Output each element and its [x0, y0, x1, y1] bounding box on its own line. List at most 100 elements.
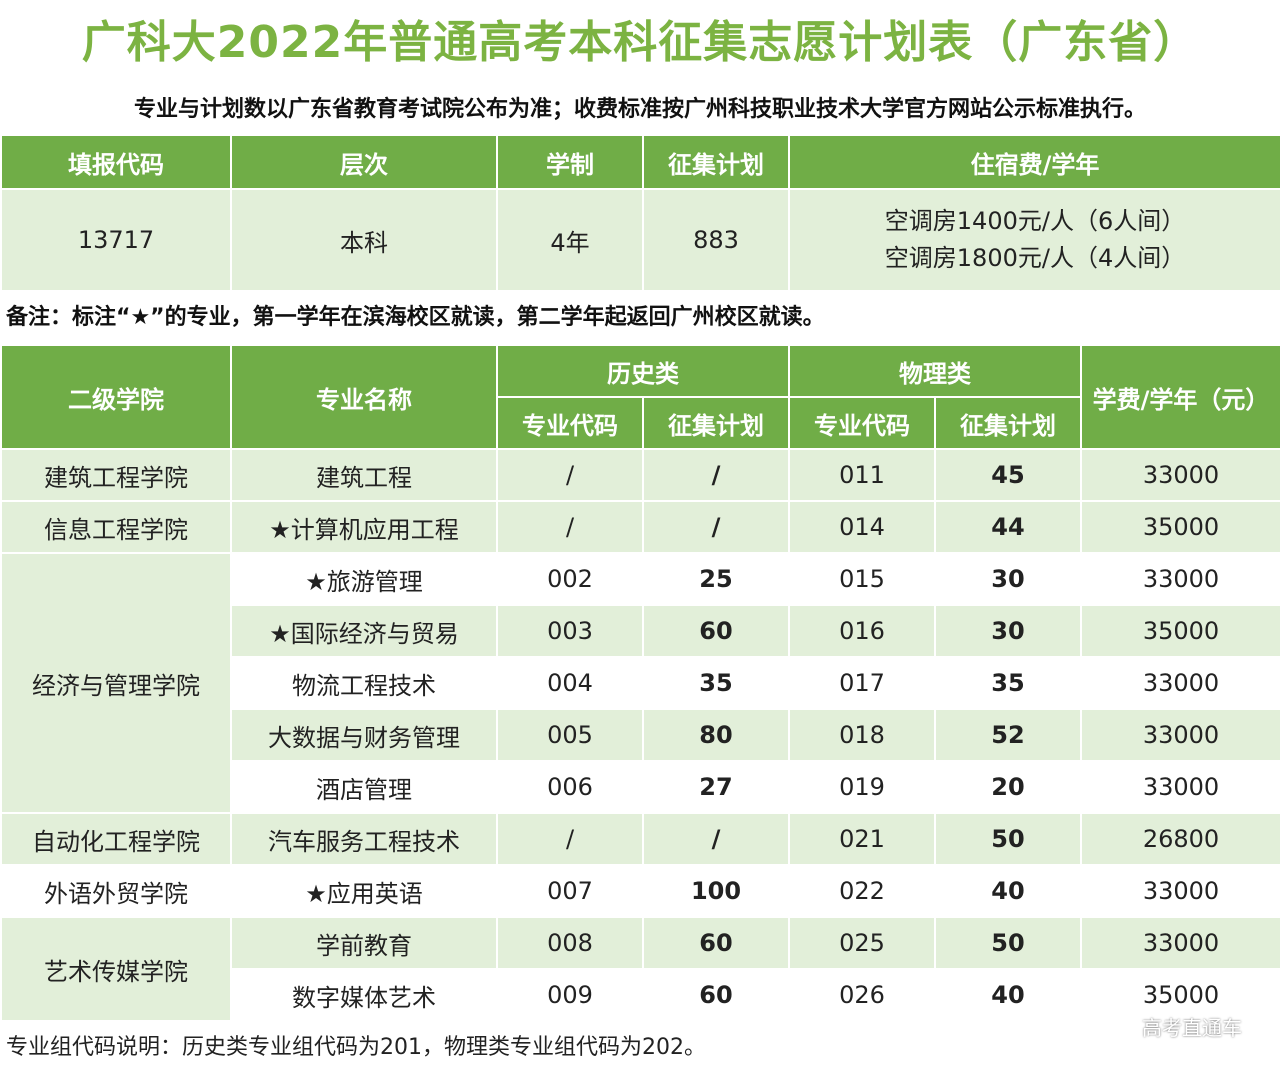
physics-plan-cell: 35 — [934, 656, 1082, 710]
physics-code-cell: 016 — [788, 604, 936, 658]
physics-plan-cell: 50 — [934, 812, 1082, 866]
header-history-plan: 征集计划 — [642, 396, 790, 450]
major-cell: 物流工程技术 — [230, 656, 498, 710]
physics-code-cell: 021 — [788, 812, 936, 866]
college-cell: 建筑工程学院 — [0, 448, 232, 502]
physics-code-cell: 017 — [788, 656, 936, 710]
major-cell: 汽车服务工程技术 — [230, 812, 498, 866]
physics-plan-cell: 20 — [934, 760, 1082, 814]
physics-plan-cell: 40 — [934, 864, 1082, 918]
physics-plan-cell: 30 — [934, 604, 1082, 658]
note-text: 备注：标注“★”的专业，第一学年在滨海校区就读，第二学年起返回广州校区就读。 — [6, 305, 825, 330]
summary-header-code: 填报代码 — [0, 134, 232, 190]
summary-code: 13717 — [0, 188, 232, 292]
major-cell: 酒店管理 — [230, 760, 498, 814]
physics-code-cell: 026 — [788, 968, 936, 1022]
physics-plan-cell: 52 — [934, 708, 1082, 762]
header-physics-plan: 征集计划 — [934, 396, 1082, 450]
college-cell: 经济与管理学院 — [0, 552, 232, 814]
summary-header-duration: 学制 — [496, 134, 644, 190]
history-code-cell: 007 — [496, 864, 644, 918]
history-plan-cell: / — [642, 812, 790, 866]
history-plan-cell: / — [642, 500, 790, 554]
history-code-cell: 006 — [496, 760, 644, 814]
history-plan-cell: / — [642, 448, 790, 502]
physics-code-cell: 025 — [788, 916, 936, 970]
tuition-cell: 26800 — [1080, 812, 1280, 866]
header-history: 历史类 — [496, 344, 790, 398]
physics-plan-cell: 40 — [934, 968, 1082, 1022]
major-cell: ★计算机应用工程 — [230, 500, 498, 554]
major-cell: 建筑工程 — [230, 448, 498, 502]
table-row: 外语外贸学院 ★应用英语 007 100 022 40 33000 — [0, 864, 1280, 918]
page-subtitle: 专业与计划数以广东省教育考试院公布为准；收费标准按广州科技职业技术大学官方网站公… — [133, 97, 1146, 122]
table-row: 自动化工程学院 汽车服务工程技术 / / 021 50 26800 — [0, 812, 1280, 866]
history-code-cell: 008 — [496, 916, 644, 970]
tuition-cell: 33000 — [1080, 656, 1280, 710]
summary-plan: 883 — [642, 188, 790, 292]
header-tuition: 学费/学年（元） — [1080, 344, 1280, 450]
major-cell: 学前教育 — [230, 916, 498, 970]
history-code-cell: 009 — [496, 968, 644, 1022]
tuition-cell: 33000 — [1080, 864, 1280, 918]
physics-plan-cell: 30 — [934, 552, 1082, 606]
history-plan-cell: 80 — [642, 708, 790, 762]
physics-plan-cell: 45 — [934, 448, 1082, 502]
history-code-cell: / — [496, 812, 644, 866]
physics-code-cell: 015 — [788, 552, 936, 606]
college-cell: 艺术传媒学院 — [0, 916, 232, 1022]
history-plan-cell: 27 — [642, 760, 790, 814]
tuition-cell: 33000 — [1080, 708, 1280, 762]
history-code-cell: / — [496, 448, 644, 502]
tuition-cell: 35000 — [1080, 968, 1280, 1022]
table-row: 数字媒体艺术 009 60 026 40 35000 — [1, 968, 1280, 1022]
summary-duration: 4年 — [496, 188, 644, 292]
table-row: 艺术传媒学院 学前教育 008 60 025 50 33000 — [0, 916, 1280, 1022]
summary-header-row: 填报代码 层次 学制 征集计划 住宿费/学年 — [0, 134, 1280, 190]
major-cell: ★国际经济与贸易 — [230, 604, 498, 658]
history-plan-cell: 35 — [642, 656, 790, 710]
history-code-cell: 002 — [496, 552, 644, 606]
major-cell: 数字媒体艺术 — [230, 968, 498, 1022]
majors-header-row-1: 二级学院 专业名称 历史类 物理类 学费/学年（元） — [0, 344, 1280, 450]
summary-level: 本科 — [230, 188, 498, 292]
header-physics: 物理类 — [788, 344, 1082, 398]
physics-plan-cell: 50 — [934, 916, 1082, 970]
watermark-text: 高考直通车 — [1142, 1016, 1242, 1040]
summary-header-plan: 征集计划 — [642, 134, 790, 190]
tuition-cell: 33000 — [1080, 760, 1280, 814]
fee-line-4-person: 空调房1800元/人（4人间） — [884, 244, 1186, 272]
physics-code-cell: 018 — [788, 708, 936, 762]
major-cell: ★旅游管理 — [230, 552, 498, 606]
tuition-cell: 35000 — [1080, 500, 1280, 554]
table-row: ★国际经济与贸易 003 60 016 30 35000 — [1, 604, 1280, 658]
history-plan-cell: 60 — [642, 916, 790, 970]
tuition-cell: 33000 — [1080, 448, 1280, 502]
physics-plan-cell: 44 — [934, 500, 1082, 554]
major-cell: 大数据与财务管理 — [230, 708, 498, 762]
header-major: 专业名称 — [230, 344, 498, 450]
history-plan-cell: 60 — [642, 604, 790, 658]
history-plan-cell: 25 — [642, 552, 790, 606]
physics-code-cell: 019 — [788, 760, 936, 814]
history-plan-cell: 100 — [642, 864, 790, 918]
history-plan-cell: 60 — [642, 968, 790, 1022]
majors-table: 二级学院 专业名称 历史类 物理类 学费/学年（元） 专业代码 征集计划 专业代… — [0, 344, 1280, 1022]
history-code-cell: 005 — [496, 708, 644, 762]
page-title: 广科大2022年普通高考本科征集志愿计划表（广东省） — [81, 17, 1199, 68]
summary-data-row: 13717 本科 4年 883 空调房1400元/人（6人间） 空调房1800元… — [0, 188, 1280, 292]
college-cell: 外语外贸学院 — [0, 864, 232, 918]
table-row: 经济与管理学院 ★旅游管理 002 25 015 30 33000 — [0, 552, 1280, 814]
tuition-cell: 35000 — [1080, 604, 1280, 658]
summary-header-fee: 住宿费/学年 — [788, 134, 1280, 190]
tuition-cell: 33000 — [1080, 552, 1280, 606]
physics-code-cell: 022 — [788, 864, 936, 918]
summary-table: 填报代码 层次 学制 征集计划 住宿费/学年 13717 本科 4年 883 空… — [0, 134, 1280, 292]
table-row: 酒店管理 006 27 019 20 33000 — [1, 760, 1280, 814]
tuition-cell: 33000 — [1080, 916, 1280, 970]
majors-header-row-2: 专业代码 征集计划 专业代码 征集计划 — [1, 396, 1280, 450]
college-cell: 自动化工程学院 — [0, 812, 232, 866]
history-code-cell: 004 — [496, 656, 644, 710]
physics-code-cell: 014 — [788, 500, 936, 554]
summary-fees: 空调房1400元/人（6人间） 空调房1800元/人（4人间） — [788, 188, 1280, 292]
